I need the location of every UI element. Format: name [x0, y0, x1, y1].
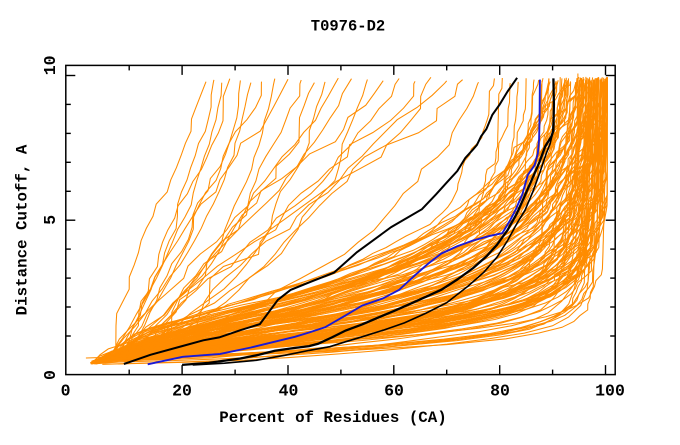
svg-text:Distance Cutoff, A: Distance Cutoff, A	[14, 144, 32, 315]
svg-text:20: 20	[172, 381, 192, 400]
svg-text:80: 80	[490, 381, 510, 400]
svg-text:100: 100	[595, 381, 625, 400]
svg-text:40: 40	[279, 381, 299, 400]
svg-text:0: 0	[41, 370, 60, 380]
svg-text:5: 5	[41, 215, 60, 225]
svg-text:0: 0	[61, 381, 71, 400]
svg-text:T0976-D2: T0976-D2	[311, 18, 385, 36]
svg-text:60: 60	[384, 381, 404, 400]
svg-text:10: 10	[41, 55, 60, 75]
svg-text:Percent of Residues (CA): Percent of Residues (CA)	[219, 409, 447, 427]
